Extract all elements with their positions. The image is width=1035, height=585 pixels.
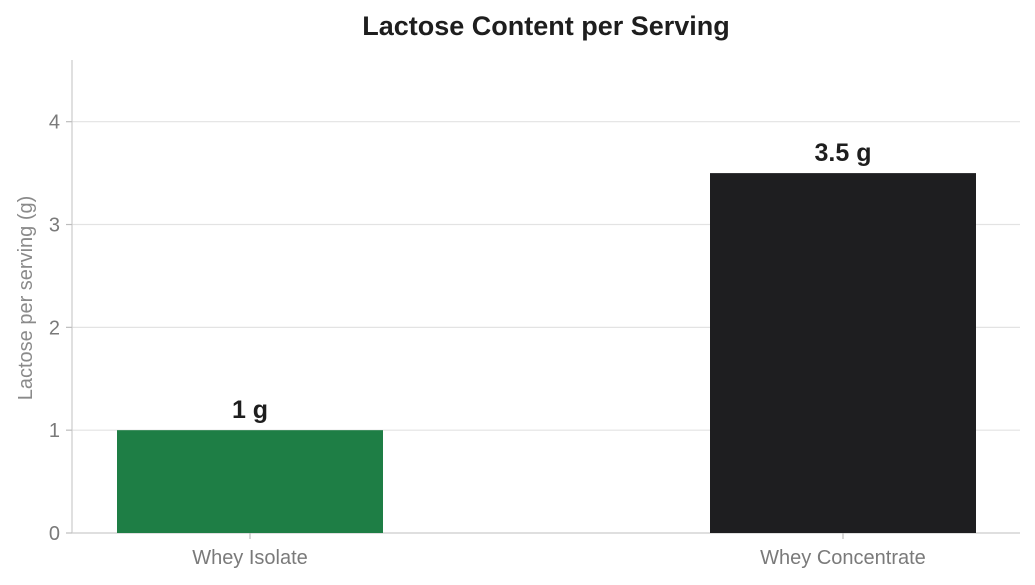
y-tick-label: 1: [49, 420, 60, 442]
y-tick-label: 2: [49, 317, 60, 339]
data-label: 3.5 g: [815, 139, 872, 167]
data-label: 1 g: [232, 396, 268, 424]
y-axis-label: Lactose per serving (g): [15, 196, 37, 401]
y-tick-label: 3: [49, 215, 60, 237]
y-axis-ticks: 0 1 2 3 4: [49, 112, 72, 545]
data-labels: 1 g 3.5 g: [232, 139, 872, 424]
x-tick-label: Whey Concentrate: [760, 547, 926, 569]
x-axis-ticks: Whey Isolate Whey Concentrate: [192, 533, 926, 569]
chart-title: Lactose Content per Serving: [362, 11, 730, 41]
y-tick-label: 4: [49, 112, 60, 134]
bar-whey-isolate: [117, 430, 383, 533]
bars: [117, 173, 976, 533]
y-tick-label: 0: [49, 523, 60, 545]
x-tick-label: Whey Isolate: [192, 547, 308, 569]
bar-whey-concentrate: [710, 173, 976, 533]
